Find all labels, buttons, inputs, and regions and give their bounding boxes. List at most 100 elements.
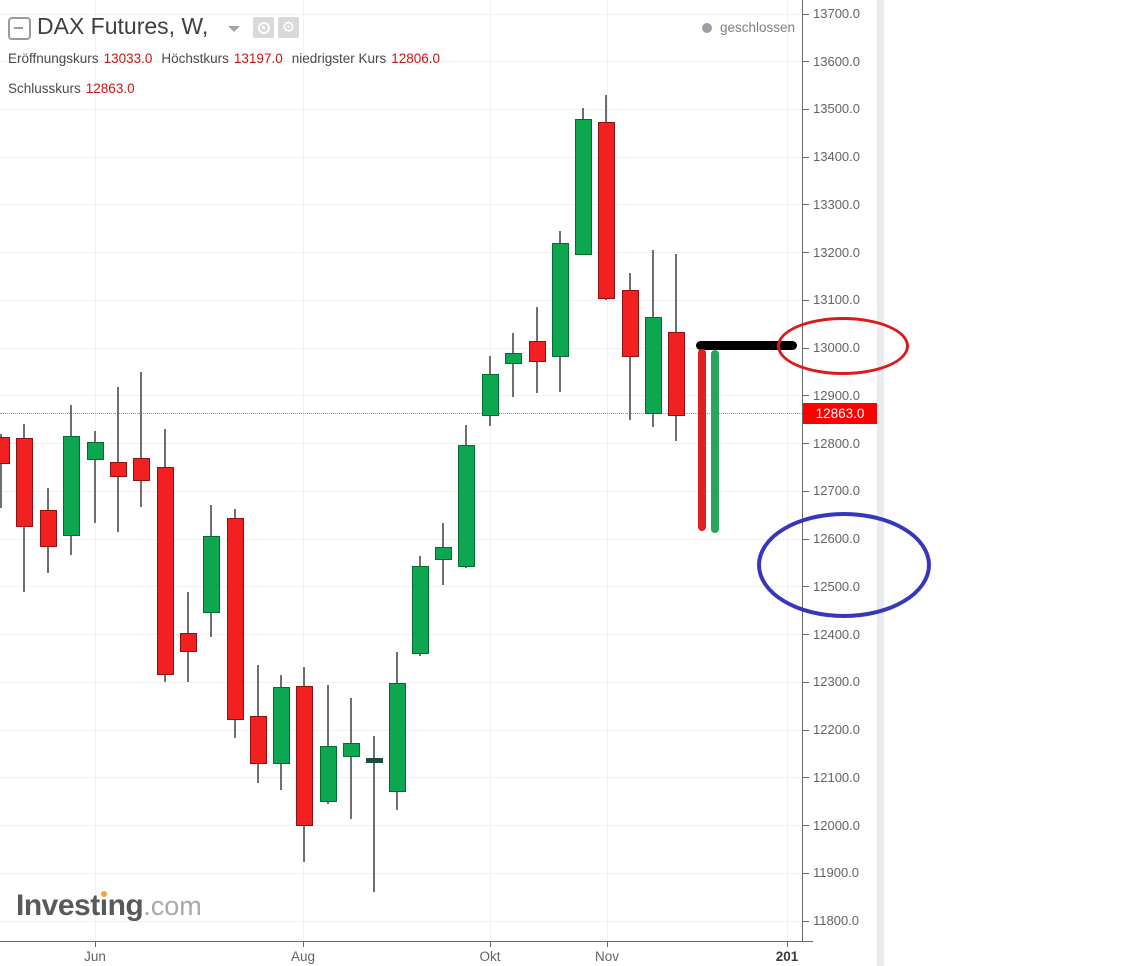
plot-area[interactable] [0, 0, 802, 941]
symbol-title[interactable]: DAX Futures, W, [37, 13, 209, 39]
time-tick [787, 942, 788, 947]
candlestick [86, 442, 104, 460]
candlestick [551, 243, 569, 357]
gridline-horizontal [0, 825, 802, 827]
price-tick [803, 872, 809, 874]
candlestick [226, 518, 244, 721]
ohlc-legend-row2: Schlusskurs 12863.0 [8, 81, 144, 96]
price-tick [803, 299, 809, 301]
price-tick [803, 490, 809, 492]
candlestick [249, 716, 267, 765]
price-tick-label: 13700.0 [813, 6, 860, 21]
candlestick [319, 746, 337, 802]
candlestick [434, 547, 452, 561]
price-tick [803, 108, 809, 110]
annotation-black-hline [696, 340, 797, 350]
candle-wick [0, 434, 2, 509]
time-tick [95, 942, 96, 947]
price-tick-label: 12900.0 [813, 387, 860, 403]
price-tick [803, 61, 809, 63]
market-status: geschlossen [701, 20, 795, 35]
candle-wick [350, 698, 352, 819]
open-value: 13033.0 [103, 51, 153, 66]
price-axis[interactable]: 13700.0 13600.0 13500.0 13400.0 13300.0 13200… [802, 0, 879, 941]
price-tick-label: 13400.0 [813, 149, 860, 165]
candle-wick [117, 386, 119, 532]
time-axis[interactable]: Jun Aug Okt Nov 201 [0, 941, 813, 966]
price-tick [803, 777, 809, 779]
price-tick-label: 12800.0 [813, 435, 860, 451]
gridline-horizontal [0, 61, 802, 63]
gridline-horizontal [0, 204, 802, 206]
gridline-horizontal [0, 108, 802, 110]
time-tick-label: Jun [84, 949, 106, 964]
gear-icon[interactable]: ⚙ [278, 17, 299, 38]
price-tick [803, 252, 809, 254]
gridline-horizontal [0, 156, 802, 158]
high-label: Höchstkurs [161, 51, 229, 66]
candle-wick [373, 736, 375, 892]
candlestick [0, 436, 10, 465]
annotation-blue-ellipse [757, 512, 931, 618]
status-label: geschlossen [719, 20, 795, 35]
time-tick [303, 942, 304, 947]
candlestick [15, 437, 33, 527]
candle-wick [327, 685, 329, 805]
price-tick [803, 395, 809, 397]
low-label: niedrigster Kurs [291, 51, 387, 66]
gridline-horizontal [0, 347, 802, 349]
candle-wick [94, 430, 96, 523]
candlestick [132, 457, 150, 481]
time-tick-label: Nov [594, 949, 620, 964]
candlestick [644, 317, 662, 415]
price-tick [803, 729, 809, 731]
close-label: Schlusskurs [8, 81, 81, 96]
candle-wick [140, 372, 142, 508]
collapse-legend-icon[interactable] [8, 17, 31, 40]
gridline-vertical [303, 0, 304, 941]
gridline-horizontal [0, 538, 802, 540]
price-tick-label: 13300.0 [813, 196, 860, 212]
price-tick-label: 12400.0 [813, 626, 860, 642]
price-tick [803, 920, 809, 922]
candlestick [411, 566, 429, 655]
time-tick [490, 942, 491, 947]
candlestick [481, 373, 499, 417]
chevron-down-icon[interactable] [228, 26, 240, 32]
price-tick-label: 13100.0 [813, 292, 860, 308]
candlestick [528, 340, 546, 363]
annotation-red-ellipse [777, 317, 909, 375]
annotation-red-vline [698, 349, 706, 531]
last-price-line [0, 413, 802, 415]
gridline-vertical [787, 0, 788, 941]
status-dot-icon [701, 22, 712, 33]
gridline-horizontal [0, 395, 802, 397]
candlestick [365, 757, 383, 763]
price-tick-label: 12300.0 [813, 674, 860, 690]
annotation-green-vline [711, 350, 719, 533]
price-tick-label: 13500.0 [813, 101, 860, 117]
price-tick-label: 12100.0 [813, 769, 860, 785]
price-tick-label: 12200.0 [813, 722, 860, 738]
price-tick-label: 12700.0 [813, 483, 860, 499]
target-icon[interactable] [253, 17, 274, 38]
gridline-horizontal [0, 634, 802, 636]
candlestick [272, 687, 290, 765]
gridline-horizontal [0, 681, 802, 683]
time-tick-label: Aug [290, 949, 316, 964]
candlestick [621, 289, 639, 357]
price-tick-label: 12000.0 [813, 817, 860, 833]
time-tick-label: 201 [775, 949, 799, 964]
low-value: 12806.0 [391, 51, 441, 66]
gridline-horizontal [0, 920, 802, 922]
candlestick [597, 121, 615, 300]
gridline-horizontal [0, 252, 802, 254]
gridline-horizontal [0, 872, 802, 874]
candle-wick [512, 332, 514, 397]
price-tick-label: 13600.0 [813, 53, 860, 69]
price-tick [803, 825, 809, 827]
gridline-horizontal [0, 13, 802, 15]
price-tick [803, 443, 809, 445]
gridline-horizontal [0, 299, 802, 301]
